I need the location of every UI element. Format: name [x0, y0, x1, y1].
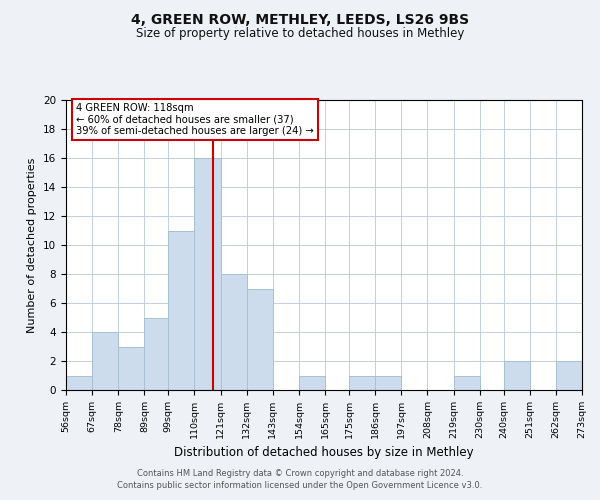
Text: 4 GREEN ROW: 118sqm
← 60% of detached houses are smaller (37)
39% of semi-detach: 4 GREEN ROW: 118sqm ← 60% of detached ho… [76, 103, 314, 136]
Y-axis label: Number of detached properties: Number of detached properties [28, 158, 37, 332]
Bar [194, 158, 221, 390]
Bar [556, 361, 582, 390]
Bar [375, 376, 401, 390]
Bar [503, 361, 530, 390]
Bar [349, 376, 375, 390]
Bar [454, 376, 480, 390]
Text: Contains HM Land Registry data © Crown copyright and database right 2024.: Contains HM Land Registry data © Crown c… [137, 468, 463, 477]
Bar [247, 288, 273, 390]
Text: Size of property relative to detached houses in Methley: Size of property relative to detached ho… [136, 28, 464, 40]
Bar [92, 332, 118, 390]
Bar [299, 376, 325, 390]
Bar [168, 230, 194, 390]
X-axis label: Distribution of detached houses by size in Methley: Distribution of detached houses by size … [174, 446, 474, 460]
Bar [118, 346, 145, 390]
Text: Contains public sector information licensed under the Open Government Licence v3: Contains public sector information licen… [118, 481, 482, 490]
Bar [221, 274, 247, 390]
Bar [145, 318, 168, 390]
Text: 4, GREEN ROW, METHLEY, LEEDS, LS26 9BS: 4, GREEN ROW, METHLEY, LEEDS, LS26 9BS [131, 12, 469, 26]
Bar [66, 376, 92, 390]
